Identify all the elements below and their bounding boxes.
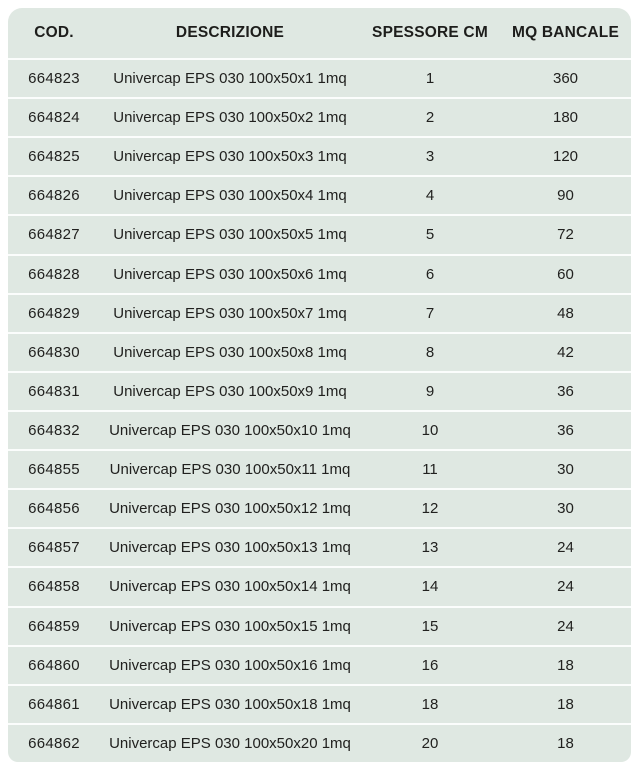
cell-cod: 664862 [28, 734, 80, 752]
cell-spessore-cm: 10 [421, 422, 439, 440]
cell-descrizione: Univercap EPS 030 100x50x15 1mq [109, 617, 351, 635]
cell-mq-bancale: 72 [557, 226, 574, 244]
cell-spessore-cm: 5 [425, 226, 435, 244]
cell-cod: 664859 [28, 617, 80, 635]
table-row: 664861 Univercap EPS 030 100x50x18 1mq 1… [8, 683, 631, 723]
cell-mq-bancale: 36 [557, 382, 574, 400]
cell-cod: 664831 [28, 382, 80, 400]
cell-mq-bancale: 90 [557, 187, 574, 205]
table-row: 664827 Univercap EPS 030 100x50x5 1mq 5 … [8, 214, 631, 253]
cell-mq-bancale: 60 [557, 265, 574, 283]
cell-cod: 664828 [28, 265, 80, 283]
cell-spessore-cm: 15 [421, 617, 439, 635]
cell-descrizione: Univercap EPS 030 100x50x2 1mq [113, 109, 347, 127]
cell-descrizione: Univercap EPS 030 100x50x4 1mq [113, 187, 347, 205]
cell-mq-bancale: 30 [557, 461, 574, 479]
table-row: 664828 Univercap EPS 030 100x50x6 1mq 6 … [8, 253, 631, 293]
cell-mq-bancale: 18 [557, 734, 574, 752]
cell-spessore-cm: 13 [421, 539, 439, 557]
cell-mq-bancale: 18 [557, 695, 574, 713]
cell-mq-bancale: 48 [557, 304, 574, 322]
cell-descrizione: Univercap EPS 030 100x50x3 1mq [113, 148, 347, 166]
cell-spessore-cm: 18 [421, 695, 439, 713]
table-row: 664862 Univercap EPS 030 100x50x20 1mq 2… [8, 722, 631, 762]
cell-descrizione: Univercap EPS 030 100x50x13 1mq [109, 539, 351, 557]
cell-descrizione: Univercap EPS 030 100x50x14 1mq [109, 578, 351, 596]
table-row: 664825 Univercap EPS 030 100x50x3 1mq 3 … [8, 136, 631, 175]
table-body: 664823 Univercap EPS 030 100x50x1 1mq 1 … [8, 58, 631, 762]
cell-mq-bancale: 360 [552, 70, 579, 88]
cell-spessore-cm: 3 [425, 148, 435, 166]
table-row: 664858 Univercap EPS 030 100x50x14 1mq 1… [8, 566, 631, 605]
cell-cod: 664861 [28, 695, 80, 713]
cell-spessore-cm: 7 [425, 304, 435, 322]
cell-mq-bancale: 120 [552, 148, 579, 166]
cell-mq-bancale: 24 [557, 539, 574, 557]
cell-descrizione: Univercap EPS 030 100x50x20 1mq [109, 734, 351, 752]
cell-mq-bancale: 30 [557, 500, 574, 518]
cell-spessore-cm: 9 [425, 382, 435, 400]
cell-mq-bancale: 42 [557, 343, 574, 361]
table-row: 664829 Univercap EPS 030 100x50x7 1mq 7 … [8, 292, 631, 332]
cell-descrizione: Univercap EPS 030 100x50x1 1mq [113, 70, 347, 88]
product-table: COD. DESCRIZIONE SPESSORE CM MQ BANCALE … [8, 8, 631, 762]
cell-mq-bancale: 36 [557, 422, 574, 440]
table-row: 664824 Univercap EPS 030 100x50x2 1mq 2 … [8, 97, 631, 136]
table-row: 664860 Univercap EPS 030 100x50x16 1mq 1… [8, 644, 631, 684]
cell-spessore-cm: 20 [421, 734, 439, 752]
cell-cod: 664824 [28, 109, 80, 127]
table-header-row: COD. DESCRIZIONE SPESSORE CM MQ BANCALE [8, 8, 631, 58]
cell-cod: 664858 [28, 578, 80, 596]
column-header-cod: COD. [34, 24, 74, 41]
cell-descrizione: Univercap EPS 030 100x50x6 1mq [113, 265, 347, 283]
cell-spessore-cm: 2 [425, 109, 435, 127]
cell-descrizione: Univercap EPS 030 100x50x7 1mq [113, 304, 347, 322]
cell-cod: 664826 [28, 187, 80, 205]
cell-spessore-cm: 12 [421, 500, 439, 518]
table-row: 664823 Univercap EPS 030 100x50x1 1mq 1 … [8, 58, 631, 97]
cell-descrizione: Univercap EPS 030 100x50x16 1mq [109, 656, 351, 674]
cell-descrizione: Univercap EPS 030 100x50x11 1mq [109, 461, 351, 479]
cell-cod: 664829 [28, 304, 80, 322]
table-row: 664856 Univercap EPS 030 100x50x12 1mq 1… [8, 488, 631, 527]
cell-mq-bancale: 24 [557, 617, 574, 635]
table-row: 664826 Univercap EPS 030 100x50x4 1mq 4 … [8, 175, 631, 214]
cell-cod: 664856 [28, 500, 80, 518]
column-header-mq-bancale: MQ BANCALE [511, 24, 620, 41]
cell-cod: 664825 [28, 148, 80, 166]
cell-mq-bancale: 24 [557, 578, 574, 596]
cell-spessore-cm: 14 [421, 578, 439, 596]
table-row: 664855 Univercap EPS 030 100x50x11 1mq 1… [8, 449, 631, 488]
cell-spessore-cm: 11 [422, 461, 438, 479]
cell-spessore-cm: 16 [421, 656, 439, 674]
cell-cod: 664855 [28, 461, 80, 479]
cell-descrizione: Univercap EPS 030 100x50x18 1mq [109, 695, 351, 713]
cell-descrizione: Univercap EPS 030 100x50x5 1mq [113, 226, 347, 244]
table-row: 664831 Univercap EPS 030 100x50x9 1mq 9 … [8, 370, 631, 410]
column-header-descrizione: DESCRIZIONE [175, 24, 285, 41]
cell-cod: 664823 [28, 70, 80, 88]
cell-spessore-cm: 4 [425, 187, 435, 205]
cell-mq-bancale: 180 [552, 109, 579, 127]
cell-descrizione: Univercap EPS 030 100x50x8 1mq [113, 343, 347, 361]
cell-cod: 664827 [28, 226, 80, 244]
cell-spessore-cm: 8 [425, 343, 435, 361]
cell-cod: 664860 [28, 656, 80, 674]
cell-descrizione: Univercap EPS 030 100x50x10 1mq [109, 422, 351, 440]
cell-cod: 664832 [28, 422, 80, 440]
cell-cod: 664857 [28, 539, 80, 557]
cell-mq-bancale: 18 [557, 656, 574, 674]
table-row: 664830 Univercap EPS 030 100x50x8 1mq 8 … [8, 331, 631, 371]
cell-cod: 664830 [28, 343, 80, 361]
table-row: 664857 Univercap EPS 030 100x50x13 1mq 1… [8, 527, 631, 566]
cell-descrizione: Univercap EPS 030 100x50x12 1mq [109, 500, 351, 518]
cell-spessore-cm: 6 [425, 265, 435, 283]
table-row: 664832 Univercap EPS 030 100x50x10 1mq 1… [8, 409, 631, 449]
cell-descrizione: Univercap EPS 030 100x50x9 1mq [113, 382, 347, 400]
column-header-spessore-cm: SPESSORE CM [372, 24, 488, 41]
table-row: 664859 Univercap EPS 030 100x50x15 1mq 1… [8, 605, 631, 645]
cell-spessore-cm: 1 [425, 70, 435, 88]
